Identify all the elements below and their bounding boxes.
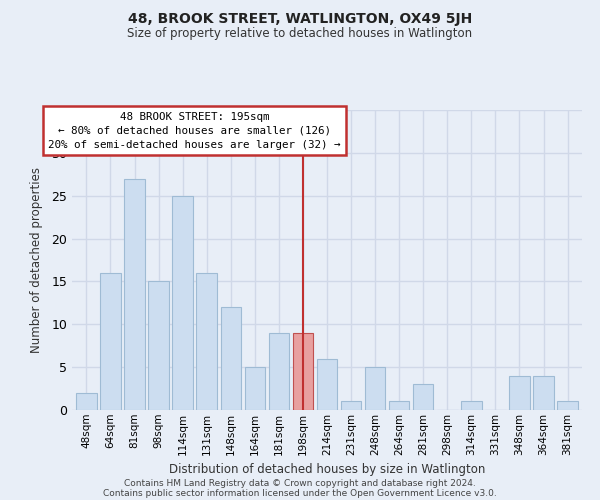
Bar: [196, 273, 217, 410]
Bar: [557, 402, 578, 410]
Bar: [365, 367, 385, 410]
Bar: [245, 367, 265, 410]
Text: Contains HM Land Registry data © Crown copyright and database right 2024.: Contains HM Land Registry data © Crown c…: [124, 478, 476, 488]
Y-axis label: Number of detached properties: Number of detached properties: [30, 167, 43, 353]
Bar: [124, 178, 145, 410]
Bar: [76, 393, 97, 410]
Bar: [293, 333, 313, 410]
Bar: [148, 282, 169, 410]
X-axis label: Distribution of detached houses by size in Watlington: Distribution of detached houses by size …: [169, 463, 485, 476]
Bar: [461, 402, 482, 410]
Bar: [100, 273, 121, 410]
Text: Size of property relative to detached houses in Watlington: Size of property relative to detached ho…: [127, 28, 473, 40]
Text: 48 BROOK STREET: 195sqm
← 80% of detached houses are smaller (126)
20% of semi-d: 48 BROOK STREET: 195sqm ← 80% of detache…: [49, 112, 341, 150]
Text: 48, BROOK STREET, WATLINGTON, OX49 5JH: 48, BROOK STREET, WATLINGTON, OX49 5JH: [128, 12, 472, 26]
Bar: [389, 402, 409, 410]
Bar: [413, 384, 433, 410]
Bar: [533, 376, 554, 410]
Bar: [269, 333, 289, 410]
Text: Contains public sector information licensed under the Open Government Licence v3: Contains public sector information licen…: [103, 488, 497, 498]
Bar: [172, 196, 193, 410]
Bar: [317, 358, 337, 410]
Bar: [221, 307, 241, 410]
Bar: [509, 376, 530, 410]
Bar: [341, 402, 361, 410]
